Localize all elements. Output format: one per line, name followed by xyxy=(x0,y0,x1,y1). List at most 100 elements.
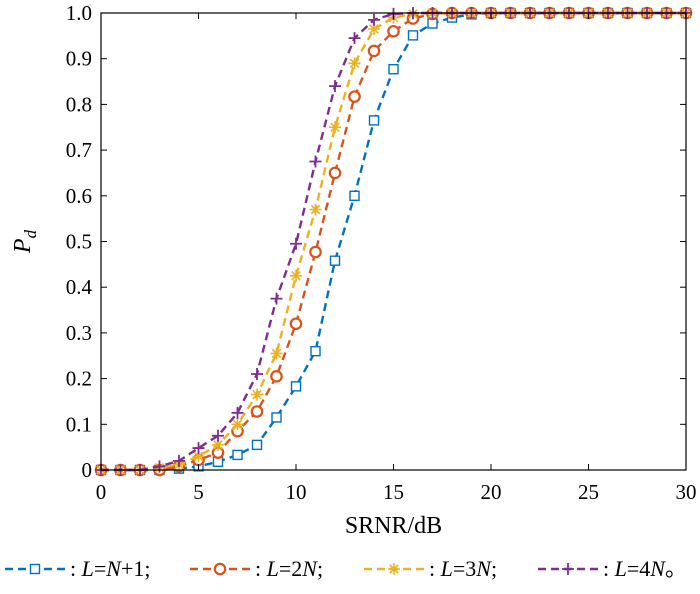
data-point-circle xyxy=(289,317,303,331)
legend-label-part: =4 xyxy=(627,556,650,581)
data-point-square xyxy=(251,439,263,451)
data-point-square xyxy=(388,64,399,75)
legend-label-part: ; xyxy=(317,556,323,581)
data-point-circle xyxy=(387,24,400,38)
data-point-plus xyxy=(231,406,244,419)
legend-label-part: 。 xyxy=(665,556,687,581)
y-axis-title: Pd xyxy=(10,229,40,254)
data-point-plus xyxy=(562,563,574,575)
legend-item-4: : L=4N。 xyxy=(538,556,687,581)
legend-label-part: : xyxy=(603,556,615,581)
legend-label-part: N xyxy=(649,556,666,581)
data-point-plus xyxy=(309,155,322,168)
legend-label-part: ; xyxy=(491,556,497,581)
x-tick-label: 15 xyxy=(383,480,404,504)
data-point-star xyxy=(231,418,244,431)
data-point-square xyxy=(232,449,243,461)
data-point-square xyxy=(29,563,41,575)
data-point-star xyxy=(329,121,341,134)
data-point-circle xyxy=(270,370,283,383)
series-line-3 xyxy=(101,11,686,472)
data-point-star xyxy=(348,57,361,70)
series-2 xyxy=(94,6,693,477)
data-point-star xyxy=(290,269,302,282)
y-tick-label: 0.5 xyxy=(66,230,92,254)
legend-label-part: =2 xyxy=(279,556,302,581)
data-point-square xyxy=(407,30,419,41)
legend-label-part: N xyxy=(301,556,318,581)
legend-label-part: L xyxy=(81,556,94,581)
series-line-1 xyxy=(101,11,686,472)
data-point-circle xyxy=(309,245,322,259)
legend-label-part: N xyxy=(475,556,492,581)
legend-label-part: : xyxy=(255,556,267,581)
y-axis-title-subscript: d xyxy=(21,229,40,238)
data-point-plus xyxy=(192,442,205,455)
data-point-square xyxy=(271,412,282,423)
legend-label-part: =3 xyxy=(453,556,476,581)
data-point-square xyxy=(368,115,380,126)
legend-label-part: L xyxy=(440,556,453,581)
data-point-star xyxy=(309,203,322,216)
legend-label: : L=4N。 xyxy=(603,556,687,581)
series-layer xyxy=(94,6,693,477)
data-point-star xyxy=(368,22,380,35)
y-tick-label: 0.7 xyxy=(66,138,92,162)
data-point-star xyxy=(251,388,263,401)
x-tick-label: 25 xyxy=(578,480,599,504)
data-point-circle xyxy=(213,562,227,576)
data-point-square xyxy=(427,18,438,29)
legend-item-2: : L=2N; xyxy=(190,556,323,581)
legend-label-part: +1; xyxy=(121,556,151,581)
legend-label: : L=N+1; xyxy=(70,556,151,581)
data-point-plus xyxy=(251,368,263,381)
data-point-circle xyxy=(367,44,381,58)
data-point-square xyxy=(310,345,321,357)
data-point-star xyxy=(212,438,224,451)
data-point-plus xyxy=(212,429,224,442)
series-1 xyxy=(95,7,692,476)
x-tick-label: 30 xyxy=(676,480,697,504)
x-tick-label: 10 xyxy=(286,480,307,504)
data-point-circle xyxy=(328,166,342,180)
x-tick-label: 20 xyxy=(481,480,502,504)
series-4 xyxy=(95,7,692,476)
ticks-layer: 0 5 10 15 20 25 30 0 0.1 0.2 0.3 0.4 0.5 0.6 0.7 0.8 0.9… xyxy=(66,1,697,504)
series-3 xyxy=(95,7,692,476)
legend-item-3: : L=3N; xyxy=(364,556,497,581)
legend-label: : L=2N; xyxy=(255,556,323,581)
series-line-4 xyxy=(101,11,686,472)
y-axis-title-main: P xyxy=(10,238,36,254)
data-point-plus xyxy=(348,32,361,45)
x-axis-title: SRNR/dB xyxy=(345,513,442,539)
data-point-star xyxy=(270,347,283,360)
legend-label-part: L xyxy=(614,556,627,581)
y-tick-label: 0.6 xyxy=(66,184,92,208)
plot-frame xyxy=(100,12,687,471)
data-point-circle xyxy=(250,405,264,418)
y-tick-label: 0.8 xyxy=(66,92,92,116)
series-line-2 xyxy=(101,11,686,472)
data-point-plus xyxy=(290,237,302,250)
legend-label-part: = xyxy=(94,556,106,581)
y-tick-label: 0.1 xyxy=(66,412,92,436)
data-point-plus xyxy=(270,292,283,305)
legend-label: : L=3N; xyxy=(429,556,497,581)
data-point-plus xyxy=(173,454,185,467)
legend-item-1: : L=N+1; xyxy=(5,556,151,581)
legend-label-part: N xyxy=(105,556,122,581)
data-point-plus xyxy=(368,13,380,26)
y-tick-label: 0.3 xyxy=(66,321,92,345)
y-tick-label: 0.4 xyxy=(66,275,93,299)
data-point-star xyxy=(192,450,205,463)
y-tick-label: 1.0 xyxy=(66,1,92,25)
y-tick-label: 0.9 xyxy=(66,47,92,71)
data-point-square xyxy=(349,190,360,202)
legend-label-part: : xyxy=(429,556,441,581)
data-point-square xyxy=(290,381,302,392)
x-tick-label: 0 xyxy=(96,480,107,504)
x-tick-label: 5 xyxy=(193,480,204,504)
data-point-square xyxy=(329,255,341,266)
data-point-circle xyxy=(348,90,361,103)
